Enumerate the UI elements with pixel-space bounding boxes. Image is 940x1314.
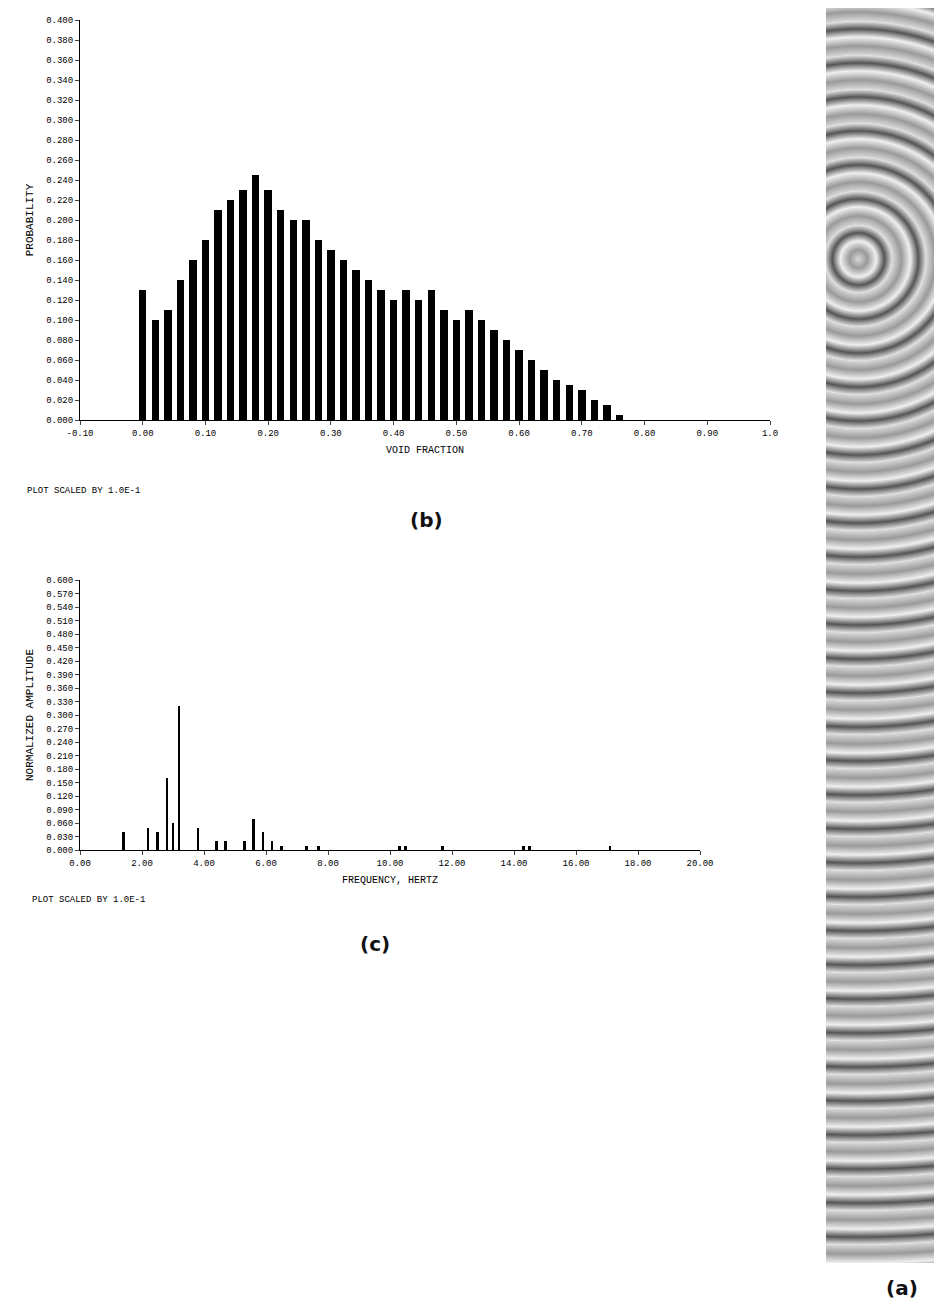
svg-text:0.420: 0.420	[46, 657, 73, 667]
svg-text:0.300: 0.300	[46, 711, 73, 721]
svg-text:0.150: 0.150	[46, 779, 73, 789]
svg-text:0.510: 0.510	[46, 617, 73, 627]
svg-text:0.50: 0.50	[446, 429, 468, 439]
svg-text:0.450: 0.450	[46, 644, 73, 654]
svg-text:FREQUENCY, HERTZ: FREQUENCY, HERTZ	[342, 875, 438, 886]
svg-text:0.480: 0.480	[46, 630, 73, 640]
svg-text:10.00: 10.00	[376, 859, 403, 869]
svg-text:0.220: 0.220	[46, 196, 73, 206]
svg-text:20.00: 20.00	[686, 859, 713, 869]
svg-text:0.270: 0.270	[46, 725, 73, 735]
svg-text:0.100: 0.100	[46, 316, 73, 326]
svg-text:4.00: 4.00	[193, 859, 215, 869]
svg-text:VOID FRACTION: VOID FRACTION	[386, 445, 464, 456]
svg-text:14.00: 14.00	[500, 859, 527, 869]
svg-text:0.180: 0.180	[46, 236, 73, 246]
svg-text:0.570: 0.570	[46, 590, 73, 600]
svg-text:0.090: 0.090	[46, 806, 73, 816]
svg-text:1.0: 1.0	[762, 429, 778, 439]
svg-text:0.70: 0.70	[571, 429, 593, 439]
svg-text:6.00: 6.00	[255, 859, 277, 869]
svg-text:0.00: 0.00	[69, 859, 91, 869]
svg-text:0.000: 0.000	[46, 846, 73, 856]
svg-text:0.000: 0.000	[46, 416, 73, 426]
html-text:(c): (c)	[360, 932, 391, 956]
svg-text:0.030: 0.030	[46, 833, 73, 843]
svg-text:16.00: 16.00	[562, 859, 589, 869]
svg-text:0.30: 0.30	[320, 429, 342, 439]
svg-text:0.060: 0.060	[46, 819, 73, 829]
svg-text:2.00: 2.00	[131, 859, 153, 869]
svg-text:0.330: 0.330	[46, 698, 73, 708]
svg-text:0.210: 0.210	[46, 752, 73, 762]
svg-text:0.160: 0.160	[46, 256, 73, 266]
svg-text:0.280: 0.280	[46, 136, 73, 146]
svg-text:0.600: 0.600	[46, 576, 73, 586]
svg-text:0.120: 0.120	[46, 792, 73, 802]
svg-text:0.180: 0.180	[46, 765, 73, 775]
svg-text:PLOT SCALED BY 1.0E-1: PLOT SCALED BY 1.0E-1	[32, 895, 145, 905]
html-text:(b): (b)	[410, 508, 443, 532]
svg-text:NORMALIZED AMPLITUDE: NORMALIZED AMPLITUDE	[24, 649, 36, 781]
svg-text:0.260: 0.260	[46, 156, 73, 166]
svg-text:0.300: 0.300	[46, 116, 73, 126]
svg-text:0.60: 0.60	[508, 429, 530, 439]
svg-text:0.340: 0.340	[46, 76, 73, 86]
svg-text:0.20: 0.20	[257, 429, 279, 439]
svg-text:0.320: 0.320	[46, 96, 73, 106]
svg-text:0.360: 0.360	[46, 684, 73, 694]
svg-text:18.00: 18.00	[624, 859, 651, 869]
svg-text:0.380: 0.380	[46, 36, 73, 46]
svg-text:0.540: 0.540	[46, 603, 73, 613]
svg-text:0.80: 0.80	[634, 429, 656, 439]
svg-text:0.90: 0.90	[696, 429, 718, 439]
svg-text:0.080: 0.080	[46, 336, 73, 346]
svg-text:0.400: 0.400	[46, 16, 73, 26]
svg-text:0.00: 0.00	[132, 429, 154, 439]
svg-text:0.060: 0.060	[46, 356, 73, 366]
svg-text:0.120: 0.120	[46, 296, 73, 306]
svg-text:8.00: 8.00	[317, 859, 339, 869]
svg-text:0.200: 0.200	[46, 216, 73, 226]
svg-text:0.40: 0.40	[383, 429, 405, 439]
svg-text:12.00: 12.00	[438, 859, 465, 869]
svg-text:0.020: 0.020	[46, 396, 73, 406]
svg-text:PLOT SCALED BY 1.0E-1: PLOT SCALED BY 1.0E-1	[27, 486, 140, 496]
svg-text:0.240: 0.240	[46, 176, 73, 186]
svg-text:-0.10: -0.10	[66, 429, 93, 439]
svg-text:0.040: 0.040	[46, 376, 73, 386]
svg-text:0.360: 0.360	[46, 56, 73, 66]
html-text:(a): (a)	[886, 1276, 918, 1300]
svg-text:PROBABILITY: PROBABILITY	[24, 183, 36, 256]
svg-text:0.240: 0.240	[46, 738, 73, 748]
svg-text:0.140: 0.140	[46, 276, 73, 286]
svg-text:0.390: 0.390	[46, 671, 73, 681]
svg-text:0.10: 0.10	[195, 429, 217, 439]
